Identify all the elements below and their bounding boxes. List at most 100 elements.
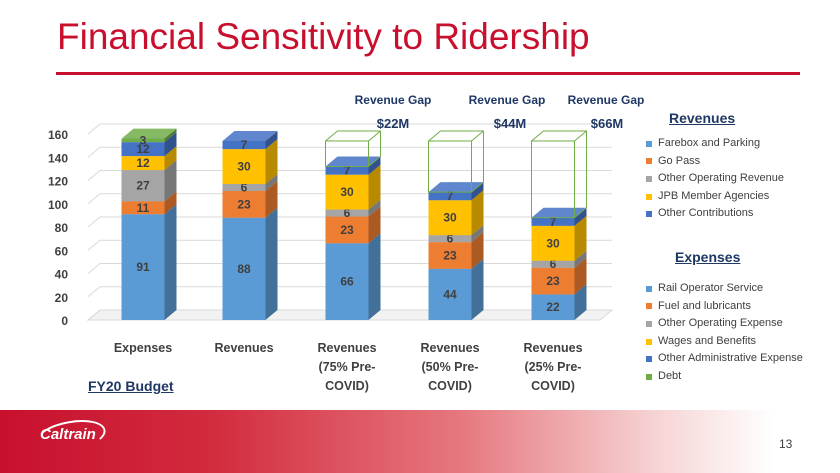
revenue-gap-outline-edge xyxy=(574,130,587,142)
title-underline xyxy=(56,72,800,75)
data-label: 23 xyxy=(340,223,354,237)
data-label: 27 xyxy=(136,179,150,193)
legend-swatch xyxy=(646,158,652,165)
gridline-depth xyxy=(87,146,101,158)
legend-swatch xyxy=(646,193,652,200)
legend-swatch xyxy=(646,211,652,218)
revenue-gap-title: Revenue Gap xyxy=(568,93,645,107)
bar-segment-front xyxy=(531,294,575,320)
gridline-depth xyxy=(87,193,101,205)
bar-segment-top xyxy=(222,130,278,141)
gridline-depth xyxy=(87,286,101,298)
y-tick-label: 100 xyxy=(48,198,68,212)
bar-segment-front xyxy=(222,183,266,191)
x-category-label: Expenses xyxy=(114,341,172,355)
revenue-gap-title: Revenue Gap xyxy=(355,93,432,107)
legend-swatch xyxy=(646,338,652,345)
bar-segment-side xyxy=(368,156,381,175)
legend-label: Debt xyxy=(658,369,682,382)
bar-segment-front xyxy=(428,235,472,243)
bar-segment-top xyxy=(121,128,177,139)
x-category-label: Revenues xyxy=(420,341,479,355)
bar-segment-side xyxy=(574,250,587,268)
revenue-gap-amount: $22M xyxy=(377,116,410,131)
data-label: 88 xyxy=(237,262,251,276)
legend-label: Farebox and Parking xyxy=(658,137,761,149)
bar-segment-side xyxy=(574,284,587,320)
bar-segment-side xyxy=(164,128,177,143)
expenses-legend: Rail Operator Service Fuel and lubricants… xyxy=(646,280,803,386)
bar-segment-front xyxy=(531,225,575,261)
x-category-label: Revenues xyxy=(214,341,273,355)
bar-segment-side xyxy=(265,173,278,191)
gridline-depth xyxy=(87,239,101,251)
bar-segment-front xyxy=(428,192,472,201)
revenues-legend-item: Other Operating Revenue xyxy=(646,170,784,188)
legend-label: Other Contributions xyxy=(658,207,754,220)
bar-segment-top xyxy=(325,156,381,167)
bar-segment-side xyxy=(574,257,587,295)
gridline-depth xyxy=(87,170,101,181)
bar-segment-side xyxy=(574,215,587,261)
x-category-label: (25% Pre- xyxy=(525,360,582,374)
caltrain-logo: Caltrain xyxy=(40,426,96,443)
data-label: 6 xyxy=(241,180,248,194)
bar-segment-front xyxy=(531,267,575,295)
y-tick-label: 20 xyxy=(55,291,69,305)
data-label: 11 xyxy=(137,201,150,215)
legend-swatch xyxy=(646,175,652,182)
legend-swatch xyxy=(646,356,652,363)
bar-segment-front xyxy=(428,268,472,320)
x-category-label: COVID) xyxy=(531,379,575,393)
bar-segment-side xyxy=(164,146,177,171)
bar-segment-side xyxy=(368,199,381,217)
x-category-label: COVID) xyxy=(428,379,472,393)
bar-segment-front xyxy=(325,174,369,210)
bar-segment-side xyxy=(471,232,484,269)
bar-segment-front xyxy=(121,170,165,202)
data-label: 23 xyxy=(546,274,560,288)
bar-segment-front xyxy=(222,140,266,150)
legend-swatch xyxy=(646,140,652,147)
bar-segment-top xyxy=(428,182,484,193)
data-label: 12 xyxy=(136,142,150,156)
bar-segment-side xyxy=(164,204,177,320)
y-tick-label: 120 xyxy=(48,175,68,189)
legend-swatch xyxy=(646,285,652,292)
y-tick-label: 80 xyxy=(55,221,69,235)
bar-segment-top xyxy=(531,207,587,218)
bar-segment-front xyxy=(531,217,575,226)
gridline-depth xyxy=(87,263,101,274)
data-label: 7 xyxy=(447,189,454,203)
bar-segment-side xyxy=(368,206,381,244)
stacked-bar-chart: 0204060801001201401609111271212388236307… xyxy=(48,93,645,393)
data-label: 7 xyxy=(344,164,351,178)
y-tick-label: 40 xyxy=(55,268,69,282)
bar-segment-front xyxy=(121,214,165,320)
expenses-legend-title: Expenses xyxy=(675,249,741,265)
data-label: 30 xyxy=(443,211,457,225)
bar-segment-side xyxy=(471,225,484,243)
bar-segment-side xyxy=(574,207,587,226)
data-label: 3 xyxy=(140,133,147,147)
data-label: 23 xyxy=(443,248,457,262)
revenues-legend-item: Other Contributions xyxy=(646,205,784,223)
bar-segment-side xyxy=(164,191,177,215)
bar-segment-side xyxy=(368,233,381,320)
bar-segment-front xyxy=(222,149,266,184)
legend-label: Other Administrative Expense xyxy=(658,352,803,365)
x-category-label: (50% Pre- xyxy=(422,360,479,374)
bar-segment-side xyxy=(265,139,278,184)
data-label: 6 xyxy=(344,206,351,220)
data-label: 23 xyxy=(237,197,251,211)
slide-title: Financial Sensitivity to Ridership xyxy=(57,16,590,57)
legend-label: Rail Operator Service xyxy=(658,282,764,294)
bar-segment-front xyxy=(531,260,575,268)
bar-segment-front xyxy=(325,209,369,217)
bar-segment-front xyxy=(222,217,266,320)
x-category-label: COVID) xyxy=(325,379,369,393)
data-label: 44 xyxy=(443,287,457,301)
data-label: 30 xyxy=(237,160,251,174)
page-number: 13 xyxy=(779,437,793,451)
revenue-gap-outline-edge xyxy=(471,130,484,142)
